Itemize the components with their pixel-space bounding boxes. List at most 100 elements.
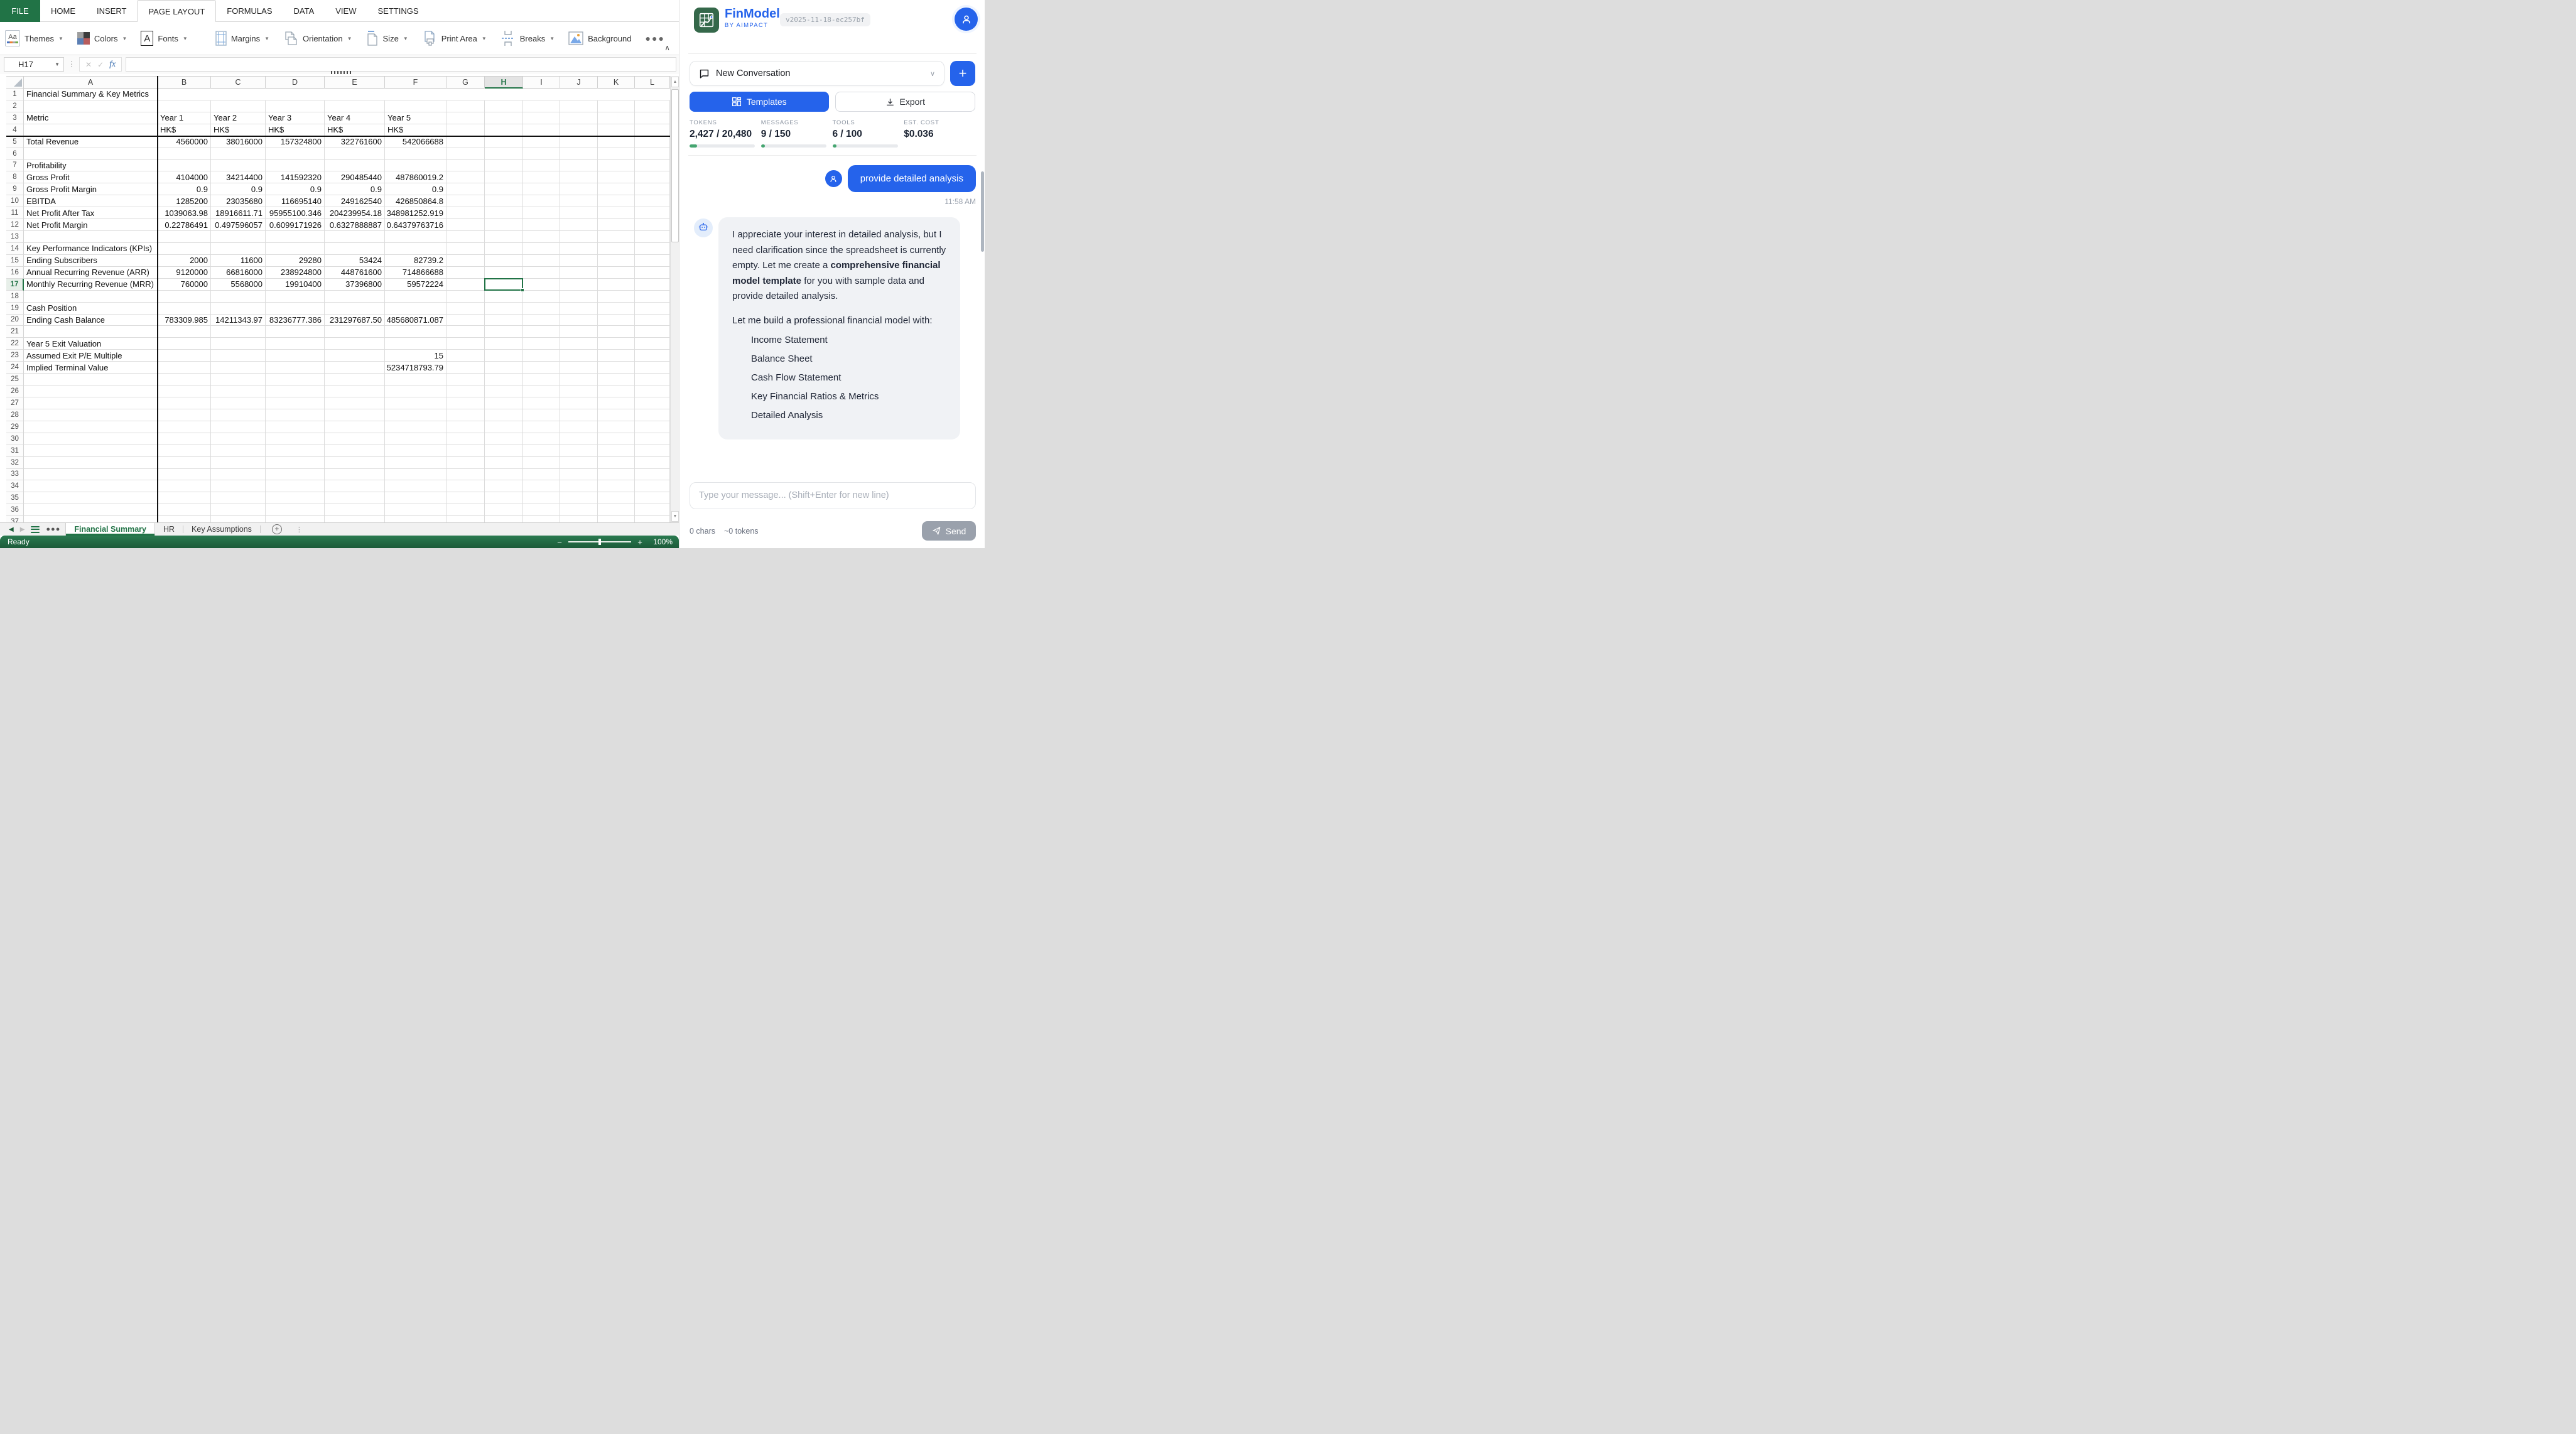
tab-view[interactable]: VIEW	[335, 6, 357, 16]
cell-A13[interactable]	[24, 231, 158, 243]
cell-G25[interactable]	[446, 374, 485, 386]
cell-F19[interactable]	[385, 302, 446, 315]
cell-A34[interactable]	[24, 480, 158, 493]
cell-J14[interactable]	[560, 242, 598, 255]
cell-I18[interactable]	[523, 290, 560, 303]
selected-cell-H17[interactable]	[484, 278, 524, 292]
cell-I16[interactable]	[523, 266, 560, 279]
row-header-15[interactable]: 15	[6, 254, 24, 267]
colors-button[interactable]: Colors ▼	[77, 32, 127, 45]
cell-D22[interactable]	[266, 338, 325, 350]
cell-J37[interactable]	[560, 516, 598, 522]
cell-L16[interactable]	[635, 266, 670, 279]
cell-K5[interactable]	[598, 136, 635, 148]
cell-F16[interactable]: 714866688	[385, 266, 446, 279]
row-header-3[interactable]: 3	[6, 112, 24, 124]
cell-C10[interactable]: 23035680	[211, 195, 266, 208]
cell-A7[interactable]: Profitability	[24, 159, 158, 172]
cell-C9[interactable]: 0.9	[211, 183, 266, 196]
cell-A24[interactable]: Implied Terminal Value	[24, 362, 158, 374]
cell-B20[interactable]: 783309.985	[158, 314, 211, 326]
cell-E5[interactable]: 322761600	[325, 136, 385, 148]
cell-L33[interactable]	[635, 468, 670, 481]
cell-L1[interactable]	[635, 89, 670, 100]
row-header-25[interactable]: 25	[6, 374, 24, 386]
cell-D3[interactable]: Year 3	[266, 112, 325, 124]
cell-L15[interactable]	[635, 254, 670, 267]
row-header-30[interactable]: 30	[6, 433, 24, 445]
cell-H33[interactable]	[485, 468, 523, 481]
cell-B8[interactable]: 4104000	[158, 171, 211, 184]
cell-E4[interactable]: HK$	[325, 124, 385, 136]
cell-F24[interactable]: 5234718793.79	[385, 362, 446, 374]
cell-H8[interactable]	[485, 171, 523, 184]
cell-G15[interactable]	[446, 254, 485, 267]
breaks-button[interactable]: Breaks ▼	[501, 30, 555, 46]
row-header-34[interactable]: 34	[6, 480, 24, 493]
sheet-options-icon[interactable]: ⋮	[295, 526, 303, 534]
cell-G29[interactable]	[446, 421, 485, 433]
cell-A32[interactable]	[24, 456, 158, 469]
cell-D19[interactable]	[266, 302, 325, 315]
cell-I21[interactable]	[523, 326, 560, 338]
cell-J13[interactable]	[560, 231, 598, 243]
cell-B10[interactable]: 1285200	[158, 195, 211, 208]
row-header-36[interactable]: 36	[6, 504, 24, 517]
cancel-entry-icon[interactable]: ✕	[85, 60, 92, 69]
cell-G3[interactable]	[446, 112, 485, 124]
cell-F11[interactable]: 348981252.919	[385, 207, 446, 220]
cell-E30[interactable]	[325, 433, 385, 445]
cell-I25[interactable]	[523, 374, 560, 386]
row-header-20[interactable]: 20	[6, 314, 24, 326]
cell-I33[interactable]	[523, 468, 560, 481]
cell-E2[interactable]	[325, 100, 385, 112]
cell-D10[interactable]: 116695140	[266, 195, 325, 208]
cell-G8[interactable]	[446, 171, 485, 184]
scroll-down-icon[interactable]: ▼	[671, 511, 679, 522]
cell-G19[interactable]	[446, 302, 485, 315]
cell-L11[interactable]	[635, 207, 670, 220]
cell-J18[interactable]	[560, 290, 598, 303]
cell-G37[interactable]	[446, 516, 485, 522]
cell-J32[interactable]	[560, 456, 598, 469]
cell-G5[interactable]	[446, 136, 485, 148]
cell-I1[interactable]	[523, 89, 560, 100]
cell-G28[interactable]	[446, 409, 485, 421]
cell-G32[interactable]	[446, 456, 485, 469]
row-header-11[interactable]: 11	[6, 207, 24, 220]
cell-B16[interactable]: 9120000	[158, 266, 211, 279]
cell-A28[interactable]	[24, 409, 158, 421]
vertical-scrollbar[interactable]: ▲ ▼	[670, 76, 679, 522]
row-header-13[interactable]: 13	[6, 231, 24, 243]
cell-D2[interactable]	[266, 100, 325, 112]
cell-E37[interactable]	[325, 516, 385, 522]
cell-A17[interactable]: Monthly Recurring Revenue (MRR)	[24, 278, 158, 291]
cell-I9[interactable]	[523, 183, 560, 196]
cell-H5[interactable]	[485, 136, 523, 148]
cell-B26[interactable]	[158, 385, 211, 397]
cell-F8[interactable]: 487860019.2	[385, 171, 446, 184]
cell-C14[interactable]	[211, 242, 266, 255]
cell-L2[interactable]	[635, 100, 670, 112]
cell-L3[interactable]	[635, 112, 670, 124]
cell-C16[interactable]: 66816000	[211, 266, 266, 279]
cell-D27[interactable]	[266, 397, 325, 409]
cell-A37[interactable]	[24, 516, 158, 522]
margins-button[interactable]: Margins ▼	[215, 31, 269, 46]
cell-F37[interactable]	[385, 516, 446, 522]
cell-B35[interactable]	[158, 492, 211, 505]
column-header-A[interactable]: A	[24, 76, 158, 89]
cell-B32[interactable]	[158, 456, 211, 469]
cell-K7[interactable]	[598, 159, 635, 172]
cell-E8[interactable]: 290485440	[325, 171, 385, 184]
cell-H23[interactable]	[485, 350, 523, 362]
cell-A5[interactable]: Total Revenue	[24, 136, 158, 148]
message-input[interactable]	[690, 482, 976, 509]
column-header-L[interactable]: L	[635, 76, 670, 89]
cell-J5[interactable]	[560, 136, 598, 148]
cell-D15[interactable]: 29280	[266, 254, 325, 267]
cell-H21[interactable]	[485, 326, 523, 338]
cell-B15[interactable]: 2000	[158, 254, 211, 267]
cell-G4[interactable]	[446, 124, 485, 136]
cell-H37[interactable]	[485, 516, 523, 522]
